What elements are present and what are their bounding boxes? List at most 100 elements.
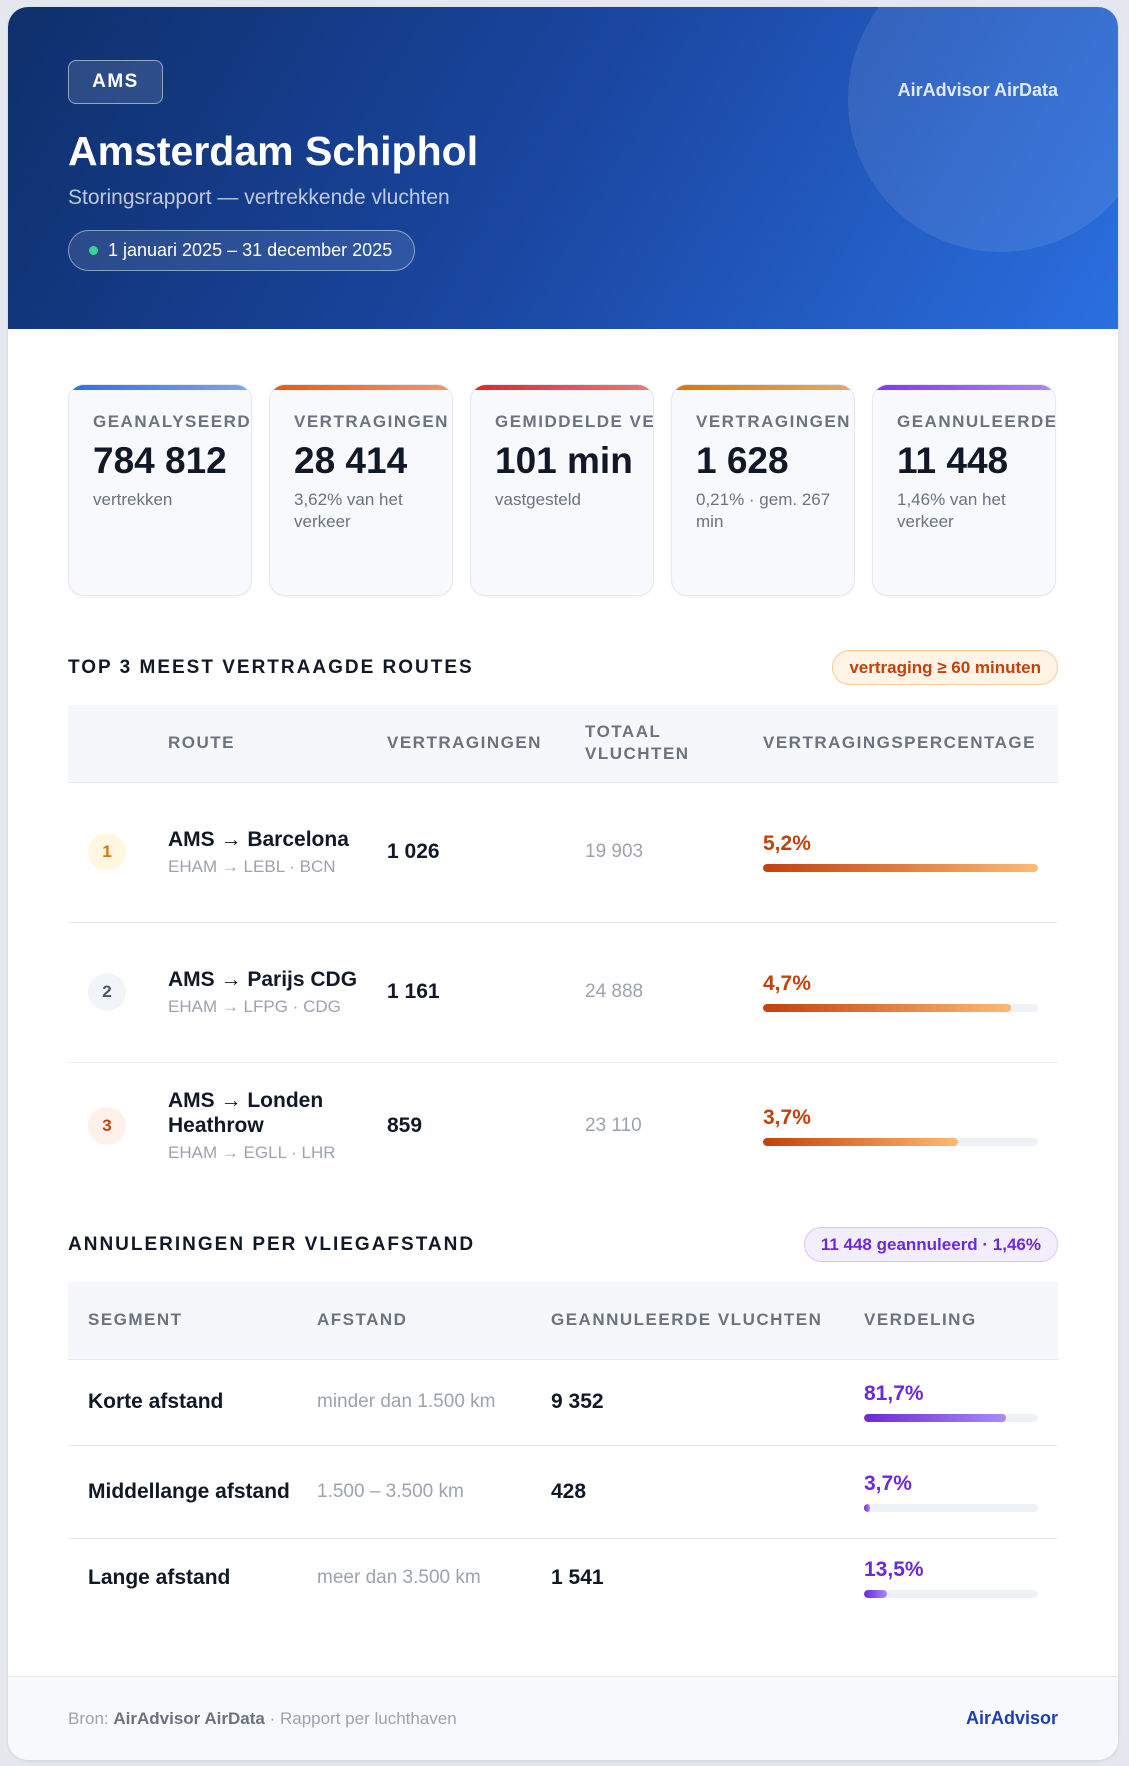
rank-badge: 2 bbox=[88, 973, 126, 1011]
route-codes: EHAM → LFPG · CDG bbox=[168, 996, 341, 1016]
segment-name: Lange afstand bbox=[88, 1566, 231, 1590]
report-footer: Bron: AirAdvisor AirData · Rapport per l… bbox=[8, 1676, 1118, 1760]
delay-bar-track bbox=[763, 1004, 1038, 1012]
delay-threshold-badge: vertraging ≥ 60 minuten bbox=[832, 650, 1058, 685]
cancelled-count: 9 352 bbox=[551, 1359, 864, 1446]
kpi-accent-bar bbox=[672, 385, 854, 390]
distribution-bar-fill bbox=[864, 1590, 888, 1599]
column-header-delay-pct: Vertragingspercentage bbox=[763, 705, 1058, 783]
kpi-value: 784 812 bbox=[93, 440, 227, 481]
kpi-label: Vertragingen ≥ 60 min bbox=[294, 412, 452, 431]
route-name: AMS → Parijs CDG bbox=[168, 967, 358, 991]
period-label: 1 januari 2025 – 31 december 2025 bbox=[108, 240, 393, 260]
distribution-percentage: 3,7% bbox=[864, 1471, 912, 1495]
segment-distance: meer dan 3.500 km bbox=[317, 1567, 481, 1589]
delay-percentage: 3,7% bbox=[763, 1105, 811, 1129]
table-row[interactable]: Lange afstand meer dan 3.500 km 1 541 13… bbox=[68, 1538, 1058, 1618]
status-dot-icon bbox=[89, 246, 98, 255]
kpi-value: 28 414 bbox=[294, 440, 408, 481]
route-name: AMS → Londen Heathrow bbox=[168, 1088, 324, 1137]
source-prefix: Bron: bbox=[68, 1708, 109, 1728]
cancelled-count: 1 541 bbox=[551, 1566, 604, 1590]
report-header: AMS AirAdvisor AirData Amsterdam Schipho… bbox=[8, 7, 1118, 329]
kpi-note: 0,21% · gem. 267 min bbox=[696, 490, 831, 531]
report-card: AMS AirAdvisor AirData Amsterdam Schipho… bbox=[8, 7, 1118, 1760]
distribution-bar-fill bbox=[864, 1503, 871, 1512]
kpi-label: Gemiddelde vertraging bbox=[495, 412, 654, 431]
cancellations-table: Segment Afstand Geannuleerde vluchten Ve… bbox=[68, 1282, 1058, 1618]
table-row[interactable]: Middellange afstand 1.500 – 3.500 km 428… bbox=[68, 1445, 1058, 1539]
table-row[interactable]: 1 AMS → Barcelona EHAM → LEBL · BCN 1 02… bbox=[68, 782, 1058, 923]
delay-percentage: 4,7% bbox=[763, 972, 811, 995]
segment-name: Korte afstand bbox=[68, 1359, 317, 1446]
route-codes: EHAM → EGLL · LHR bbox=[168, 1142, 336, 1162]
distribution-percentage: 13,5% bbox=[864, 1558, 924, 1582]
table-header-row: Segment Afstand Geannuleerde vluchten Ve… bbox=[68, 1282, 1058, 1360]
kpi-value: 1 628 bbox=[696, 440, 789, 481]
kpi-row: Geanalyseerde vluchten 784 812 vertrekke… bbox=[68, 384, 1058, 596]
period-pill: 1 januari 2025 – 31 december 2025 bbox=[68, 230, 416, 271]
airport-code-badge: AMS bbox=[68, 60, 163, 104]
delay-count: 1 161 bbox=[387, 922, 585, 1063]
kpi-card-average-delay: Gemiddelde vertraging 101 min vastgestel… bbox=[470, 384, 654, 596]
column-header-distance: Afstand bbox=[317, 1282, 551, 1360]
route-name: AMS → Barcelona bbox=[168, 827, 349, 851]
column-header-distribution: Verdeling bbox=[864, 1282, 1058, 1360]
source-suffix: · Rapport per luchthaven bbox=[269, 1708, 457, 1728]
cancelled-summary-badge: 11 448 geannuleerd · 1,46% bbox=[803, 1227, 1058, 1262]
table-header-row: Route Vertragingen Totaal vluchten Vertr… bbox=[68, 705, 1058, 783]
column-header-cancelled: Geannuleerde vluchten bbox=[551, 1282, 864, 1360]
routes-section-header: Top 3 meest vertraagde routes vertraging… bbox=[68, 650, 1058, 685]
segment-distance: minder dan 1.500 km bbox=[317, 1359, 551, 1446]
page-title: Amsterdam Schiphol bbox=[68, 128, 479, 174]
distribution-bar-track bbox=[864, 1503, 1038, 1512]
source-name: AirAdvisor AirData bbox=[113, 1708, 265, 1728]
delay-percentage: 5,2% bbox=[763, 832, 811, 855]
routes-table: Route Vertragingen Totaal vluchten Vertr… bbox=[68, 705, 1058, 1189]
delay-bar-fill bbox=[763, 1137, 959, 1146]
distribution-bar-track bbox=[864, 1590, 1038, 1599]
kpi-value: 101 min bbox=[495, 440, 633, 481]
delay-count: 1 026 bbox=[387, 782, 585, 923]
total-flights: 24 888 bbox=[585, 922, 763, 1063]
delay-count: 859 bbox=[387, 1113, 423, 1137]
kpi-accent-bar bbox=[69, 385, 251, 390]
column-header-delays: Vertragingen bbox=[387, 705, 585, 783]
segment-distance: 1.500 – 3.500 km bbox=[317, 1445, 551, 1539]
distribution-percentage: 81,7% bbox=[864, 1382, 924, 1405]
rank-badge: 1 bbox=[88, 833, 126, 871]
table-row[interactable]: 3 AMS → Londen Heathrow EHAM → EGLL · LH… bbox=[68, 1062, 1058, 1189]
source-note: Bron: AirAdvisor AirData · Rapport per l… bbox=[68, 1709, 457, 1729]
kpi-note: 3,62% van het verkeer bbox=[294, 490, 403, 531]
delay-bar-fill bbox=[763, 1004, 1011, 1012]
total-flights: 23 110 bbox=[585, 1114, 642, 1136]
column-header-route: Route bbox=[168, 705, 387, 783]
cancel-section-header: Annuleringen per vliegafstand 11 448 gea… bbox=[68, 1227, 1058, 1262]
delay-bar-track bbox=[763, 864, 1038, 872]
kpi-note: 1,46% van het verkeer bbox=[897, 490, 1006, 531]
brand-label: AirAdvisor AirData bbox=[897, 80, 1058, 100]
kpi-label: Geannuleerde vluchten bbox=[897, 412, 1056, 431]
column-header-rank bbox=[68, 705, 168, 783]
kpi-card-analyzed-flights: Geanalyseerde vluchten 784 812 vertrekke… bbox=[68, 384, 252, 596]
kpi-label: Vertragingen ≥ 180 min bbox=[696, 412, 854, 431]
segment-name: Middellange afstand bbox=[68, 1445, 317, 1539]
section-title-cancellations: Annuleringen per vliegafstand bbox=[68, 1233, 476, 1255]
rank-badge: 3 bbox=[88, 1106, 126, 1145]
section-title-routes: Top 3 meest vertraagde routes bbox=[68, 656, 474, 678]
route-codes: EHAM → LEBL · BCN bbox=[168, 856, 336, 876]
distribution-bar-fill bbox=[864, 1414, 1007, 1422]
kpi-note: vastgesteld bbox=[495, 490, 581, 509]
kpi-accent-bar bbox=[471, 385, 653, 390]
kpi-accent-bar bbox=[873, 385, 1055, 390]
column-header-total: Totaal vluchten bbox=[585, 705, 763, 783]
distribution-bar-track bbox=[864, 1414, 1038, 1422]
page-subtitle: Storingsrapport — vertrekkende vluchten bbox=[68, 186, 450, 209]
table-row[interactable]: 2 AMS → Parijs CDG EHAM → LFPG · CDG 1 1… bbox=[68, 922, 1058, 1063]
total-flights: 19 903 bbox=[585, 782, 763, 923]
table-row[interactable]: Korte afstand minder dan 1.500 km 9 352 … bbox=[68, 1359, 1058, 1446]
delay-bar-fill bbox=[763, 864, 1038, 872]
delay-bar-track bbox=[763, 1137, 1038, 1146]
kpi-card-delays-60: Vertragingen ≥ 60 min 28 414 3,62% van h… bbox=[269, 384, 453, 596]
kpi-note: vertrekken bbox=[93, 490, 173, 509]
